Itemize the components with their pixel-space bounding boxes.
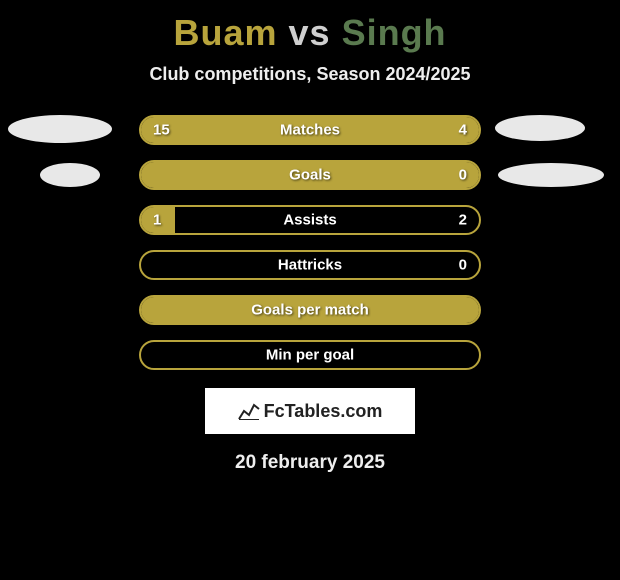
comparison-title: Buam vs Singh (0, 0, 620, 54)
vs-text: vs (289, 12, 331, 53)
value-right: 4 (459, 122, 467, 139)
stat-row: 15 Matches 4 (139, 115, 481, 145)
decorative-ellipse (495, 115, 585, 141)
decorative-ellipse (498, 163, 604, 187)
stat-row: Min per goal (139, 340, 481, 370)
bar-left (141, 117, 395, 143)
stat-label: Matches (280, 122, 340, 139)
decorative-ellipse (40, 163, 100, 187)
value-right: 2 (459, 212, 467, 229)
source-badge: FcTables.com (205, 388, 415, 434)
stat-row: 1 Assists 2 (139, 205, 481, 235)
stat-label: Assists (283, 212, 336, 229)
chart-area: 15Matches4Goals01Assists2Hattricks0Goals… (0, 115, 620, 370)
player1-name: Buam (173, 12, 277, 53)
decorative-ellipse (8, 115, 112, 143)
stat-label: Min per goal (266, 347, 354, 364)
value-left: 1 (153, 212, 161, 229)
value-right: 0 (459, 257, 467, 274)
stat-row: Hattricks 0 (139, 250, 481, 280)
source-text: FcTables.com (264, 401, 383, 422)
stat-label: Goals (289, 167, 331, 184)
date-text: 20 february 2025 (0, 452, 620, 474)
stat-row: Goals per match (139, 295, 481, 325)
player2-name: Singh (342, 12, 447, 53)
chart-icon (238, 401, 260, 421)
value-right: 0 (459, 167, 467, 184)
stat-label: Hattricks (278, 257, 342, 274)
stat-label: Goals per match (251, 302, 369, 319)
stat-row: Goals 0 (139, 160, 481, 190)
subtitle: Club competitions, Season 2024/2025 (0, 64, 620, 85)
value-left: 15 (153, 122, 170, 139)
